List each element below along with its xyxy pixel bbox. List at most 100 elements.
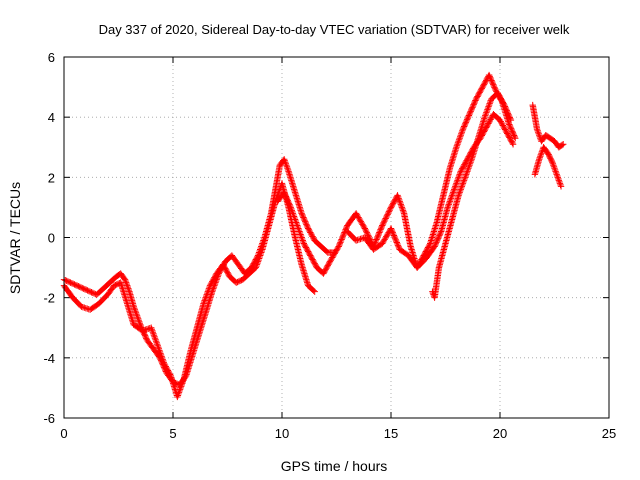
- data-point: [148, 324, 155, 331]
- data-point: [254, 259, 261, 267]
- data-point: [380, 219, 387, 226]
- data-point: [501, 124, 508, 132]
- data-point: [461, 161, 468, 168]
- data-point: [174, 393, 181, 401]
- data-point: [394, 242, 402, 249]
- data-point: [453, 180, 460, 187]
- data-point: [298, 210, 305, 217]
- data-point: [454, 175, 462, 183]
- data-point: [330, 251, 338, 258]
- data-point: [357, 218, 365, 225]
- data-point: [471, 98, 479, 106]
- data-point: [462, 120, 469, 127]
- data-point: [498, 120, 506, 128]
- data-point: [487, 74, 494, 81]
- data-point: [177, 384, 184, 392]
- data-point: [205, 286, 212, 294]
- data-point: [498, 96, 505, 103]
- data-point: [364, 232, 372, 239]
- data-point: [459, 180, 467, 187]
- data-point: [483, 107, 491, 115]
- data-point: [390, 230, 397, 238]
- data-point: [289, 208, 296, 216]
- series-track-f: [529, 101, 567, 151]
- data-point: [455, 136, 463, 143]
- data-point: [207, 281, 214, 288]
- data-point: [495, 91, 502, 98]
- data-point: [131, 304, 138, 312]
- data-point: [534, 129, 542, 136]
- data-point: [291, 214, 298, 222]
- data-point: [491, 84, 498, 91]
- data-point: [496, 93, 504, 101]
- data-point: [222, 265, 229, 272]
- data-point: [469, 104, 476, 111]
- data-point: [300, 215, 308, 223]
- data-point: [468, 105, 476, 112]
- data-point: [304, 225, 312, 232]
- data-point: [209, 278, 216, 285]
- data-point: [306, 227, 313, 235]
- data-point: [362, 226, 369, 234]
- data-point: [175, 389, 183, 396]
- data-point: [445, 201, 452, 208]
- data-point: [423, 247, 430, 254]
- data-point: [343, 225, 350, 232]
- data-point: [376, 227, 384, 235]
- data-point: [507, 125, 515, 132]
- data-point: [295, 225, 302, 232]
- data-point: [475, 90, 483, 97]
- data-point: [387, 204, 395, 211]
- data-point: [373, 234, 381, 242]
- data-point: [361, 225, 369, 232]
- data-point: [481, 79, 488, 87]
- data-point: [221, 264, 228, 271]
- data-point: [335, 243, 342, 250]
- data-point: [340, 230, 348, 238]
- data-point: [457, 168, 464, 175]
- data-point: [509, 129, 517, 136]
- data-point: [301, 241, 308, 249]
- data-point: [550, 163, 558, 171]
- data-point: [486, 100, 493, 107]
- data-point: [275, 189, 282, 196]
- data-point: [133, 311, 140, 318]
- y-tick-label: -6: [43, 411, 55, 426]
- data-point: [533, 126, 541, 133]
- data-point: [336, 241, 343, 249]
- data-point: [252, 264, 260, 271]
- data-point: [482, 112, 489, 119]
- data-point: [509, 141, 517, 148]
- data-point: [464, 115, 471, 122]
- data-point: [374, 233, 381, 240]
- data-point: [125, 286, 133, 294]
- data-point: [211, 273, 219, 280]
- data-point: [497, 95, 504, 102]
- data-point: [433, 237, 441, 245]
- y-axis-label: SDTVAR / TECUs: [7, 182, 23, 294]
- data-point: [163, 365, 171, 373]
- data-point: [338, 234, 346, 242]
- data-point: [166, 371, 174, 378]
- chart-title: Day 337 of 2020, Sidereal Day-to-day VTE…: [99, 22, 570, 37]
- data-point: [332, 248, 339, 256]
- series-track-a: [60, 156, 338, 389]
- data-point: [460, 177, 468, 184]
- data-point: [504, 110, 512, 117]
- data-point: [223, 268, 230, 275]
- data-point: [165, 368, 172, 376]
- data-point: [329, 254, 336, 261]
- x-tick-label: 20: [493, 426, 507, 441]
- data-point: [383, 212, 391, 219]
- data-point: [463, 116, 471, 123]
- data-point: [308, 231, 315, 239]
- data-point: [549, 160, 557, 167]
- data-point: [297, 232, 305, 240]
- data-point: [488, 114, 495, 122]
- data-point: [507, 124, 514, 131]
- data-point: [284, 166, 292, 174]
- data-point: [355, 214, 362, 221]
- data-point: [460, 162, 467, 170]
- data-point: [362, 228, 370, 235]
- data-point: [151, 333, 158, 340]
